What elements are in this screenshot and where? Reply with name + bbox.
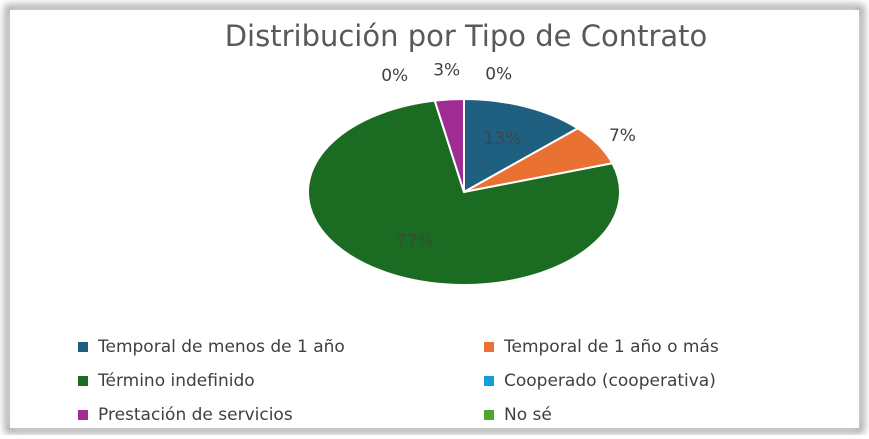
legend-swatch <box>78 342 88 352</box>
legend-swatch <box>78 410 88 420</box>
legend-label: Temporal de 1 año o más <box>503 337 719 357</box>
legend-label: Temporal de menos de 1 año <box>97 337 345 357</box>
chart-title: Distribución por Tipo de Contrato <box>225 19 708 53</box>
data-label: 0% <box>381 66 408 86</box>
legend: Temporal de menos de 1 año Temporal de 1 … <box>78 337 719 425</box>
pie <box>307 97 621 286</box>
legend-label: Cooperado (cooperativa) <box>504 371 716 391</box>
frame-shadow <box>5 5 864 433</box>
data-labels: 13% 7% 77% 0% 3% 0% <box>381 61 636 252</box>
data-label: 0% <box>485 64 512 84</box>
legend-label: Prestación de servicios <box>98 405 293 425</box>
data-label: 13% <box>484 129 522 149</box>
legend-swatch <box>484 342 494 352</box>
data-label: 7% <box>609 126 636 146</box>
legend-swatch <box>484 376 494 386</box>
data-label: 77% <box>396 232 434 252</box>
pie-slice <box>463 97 580 194</box>
legend-label: Término indefinido <box>97 371 255 391</box>
data-label: 3% <box>433 61 460 81</box>
legend-label: No sé <box>504 405 552 425</box>
legend-swatch <box>484 410 494 420</box>
legend-swatch <box>78 376 88 386</box>
pie-slice <box>307 99 621 286</box>
